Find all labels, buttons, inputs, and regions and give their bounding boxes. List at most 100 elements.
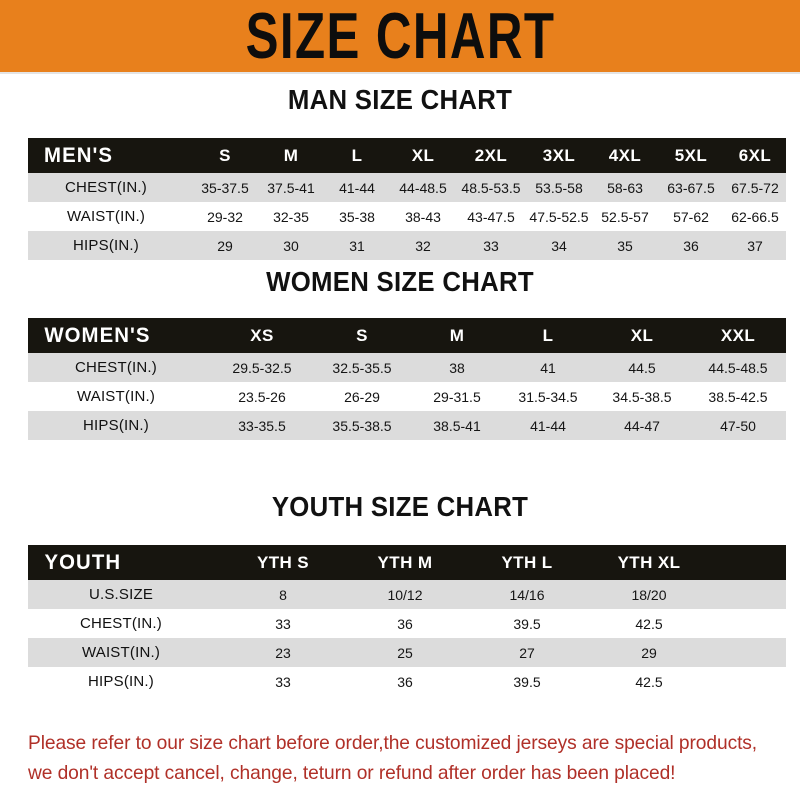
column-header-yth-xl: YTH XL	[617, 552, 681, 572]
cell-value: 57-62	[673, 208, 709, 225]
cell-value: 18/20	[631, 586, 667, 603]
disclaimer-line-2: we don't accept cancel, change, teturn o…	[28, 762, 676, 784]
cell-value: 48.5-53.5	[461, 179, 521, 196]
cell-value: 41	[540, 359, 556, 376]
cell-value: 39.5	[513, 673, 541, 690]
cell-value: 38.5-41	[433, 417, 481, 434]
cell-value: 44.5-48.5	[708, 359, 768, 376]
cell-value: 33	[483, 237, 499, 254]
cell-value: 32-35	[273, 208, 309, 225]
column-header-l: L	[542, 325, 554, 345]
man-section-title: MAN SIZE CHART	[287, 84, 513, 115]
cell-value: 14/16	[509, 586, 545, 603]
column-header-l: L	[351, 145, 363, 165]
table-row: HIPS(IN.) 33 36 39.5 42.5	[28, 667, 786, 696]
cell-value: 37.5-41	[267, 179, 315, 196]
row-label-us-size: U.S.SIZE	[88, 586, 154, 603]
column-header-yth-s: YTH S	[256, 552, 310, 572]
cell-value: 29.5-32.5	[232, 359, 292, 376]
row-label-chest: CHEST(IN.)	[75, 359, 157, 376]
cell-value: 53.5-58	[535, 179, 583, 196]
cell-empty	[710, 580, 786, 609]
cell-value: 35-38	[339, 208, 375, 225]
table-header-row: YOUTH YTH S YTH M YTH L YTH XL	[28, 545, 786, 580]
table-row: CHEST(IN.) 35-37.5 37.5-41 41-44 44-48.5…	[28, 173, 786, 202]
table-row: WAIST(IN.) 29-32 32-35 35-38 38-43 43-47…	[28, 202, 786, 231]
cell-value: 44-47	[624, 417, 660, 434]
disclaimer-line-1: Please refer to our size chart before or…	[28, 732, 758, 754]
cell-value: 23	[275, 644, 291, 661]
cell-value: 41-44	[530, 417, 566, 434]
cell-value: 58-63	[607, 179, 643, 196]
column-header-2xl: 2XL	[474, 145, 508, 165]
women-table-header: WOMEN'S XS S M L XL XXL	[28, 318, 786, 353]
column-header-spacer	[710, 545, 786, 580]
cell-value: 23.5-26	[238, 388, 286, 405]
table-row: HIPS(IN.) 33-35.5 35.5-38.5 38.5-41 41-4…	[28, 411, 786, 440]
women-table-corner-label: WOMEN'S	[44, 323, 151, 347]
cell-value: 29	[217, 237, 233, 254]
youth-table-body: U.S.SIZE 8 10/12 14/16 18/20 CHEST(IN.) …	[28, 580, 786, 696]
row-label-hips: HIPS(IN.)	[73, 237, 139, 254]
cell-value: 8	[279, 586, 287, 603]
row-label-chest: CHEST(IN.)	[80, 615, 162, 632]
cell-value: 38-43	[405, 208, 441, 225]
cell-value: 36	[683, 237, 699, 254]
cell-value: 33	[275, 673, 291, 690]
cell-value: 36	[397, 615, 413, 632]
table-row: CHEST(IN.) 33 36 39.5 42.5	[28, 609, 786, 638]
cell-value: 35-37.5	[201, 179, 249, 196]
man-table-header: MEN'S S M L XL 2XL 3XL 4XL 5XL 6XL	[28, 138, 786, 173]
column-header-s: S	[356, 325, 368, 345]
cell-empty	[710, 638, 786, 667]
cell-value: 52.5-57	[601, 208, 649, 225]
cell-value: 42.5	[635, 673, 663, 690]
cell-value: 33	[275, 615, 291, 632]
table-row: WAIST(IN.) 23.5-26 26-29 29-31.5 31.5-34…	[28, 382, 786, 411]
cell-value: 43-47.5	[467, 208, 515, 225]
man-table-body: CHEST(IN.) 35-37.5 37.5-41 41-44 44-48.5…	[28, 173, 786, 260]
column-header-yth-m: YTH M	[377, 552, 433, 572]
cell-value: 35.5-38.5	[332, 417, 392, 434]
row-label-hips: HIPS(IN.)	[83, 417, 149, 434]
man-size-table: MEN'S S M L XL 2XL 3XL 4XL 5XL 6XL CHEST…	[28, 138, 786, 260]
column-header-6xl: 6XL	[738, 145, 772, 165]
cell-value: 41-44	[339, 179, 375, 196]
column-header-5xl: 5XL	[674, 145, 708, 165]
cell-value: 39.5	[513, 615, 541, 632]
cell-value: 30	[283, 237, 299, 254]
cell-value: 31.5-34.5	[518, 388, 578, 405]
row-label-waist: WAIST(IN.)	[76, 388, 156, 405]
cell-empty	[710, 609, 786, 638]
page-banner: SIZE CHART	[0, 0, 800, 72]
page-title: SIZE CHART	[245, 0, 555, 72]
column-header-xs: XS	[250, 325, 274, 345]
column-header-xl: XL	[630, 325, 654, 345]
column-header-xxl: XXL	[720, 325, 756, 345]
women-section-title: WOMEN SIZE CHART	[266, 266, 534, 297]
cell-value: 10/12	[387, 586, 423, 603]
cell-value: 34	[551, 237, 567, 254]
cell-value: 26-29	[344, 388, 380, 405]
row-label-hips: HIPS(IN.)	[88, 673, 154, 690]
cell-value: 47-50	[720, 417, 756, 434]
column-header-m: M	[283, 145, 299, 165]
column-header-4xl: 4XL	[608, 145, 642, 165]
cell-value: 44.5	[628, 359, 656, 376]
cell-value: 62-66.5	[731, 208, 779, 225]
cell-value: 29	[641, 644, 657, 661]
cell-value: 47.5-52.5	[529, 208, 589, 225]
row-label-waist: WAIST(IN.)	[81, 644, 161, 661]
table-row: CHEST(IN.) 29.5-32.5 32.5-35.5 38 41 44.…	[28, 353, 786, 382]
cell-value: 35	[617, 237, 633, 254]
cell-value: 44-48.5	[399, 179, 447, 196]
youth-section-title: YOUTH SIZE CHART	[271, 491, 529, 522]
table-row: HIPS(IN.) 29 30 31 32 33 34 35 36 37	[28, 231, 786, 260]
column-header-yth-l: YTH L	[501, 552, 553, 572]
cell-value: 63-67.5	[667, 179, 715, 196]
man-table-corner-label: MEN'S	[44, 143, 114, 167]
column-header-m: M	[449, 325, 465, 345]
cell-value: 37	[747, 237, 763, 254]
cell-value: 27	[519, 644, 535, 661]
